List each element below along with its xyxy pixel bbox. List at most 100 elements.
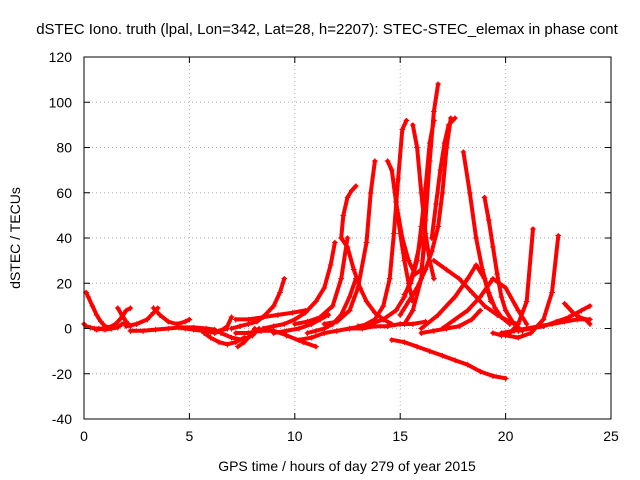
data-point: + [291,315,299,325]
data-point: + [82,288,90,298]
data-point: + [413,343,421,353]
satellite-arc-32: +++++++++ [396,114,454,321]
data-point: + [344,234,352,244]
x-tick-label: 15 [392,428,408,444]
data-point: + [561,318,569,328]
data-point: + [472,234,480,244]
data-point: + [312,343,320,353]
data-point: + [586,320,594,330]
data-point: + [327,261,335,271]
data-point: + [316,313,324,323]
data-point: + [573,315,581,325]
y-tick-label: 20 [56,275,72,291]
y-tick-label: 100 [49,94,73,110]
data-point: + [253,318,261,328]
data-point: + [384,322,392,332]
data-point: + [405,297,413,307]
satellite-arc-17: + + + + + + [270,311,332,339]
data-point: + [399,234,407,244]
series-line [206,315,234,335]
data-point: + [304,318,312,328]
data-point: + [139,327,147,337]
data-point: + [466,189,474,199]
data-point: + [430,107,438,117]
data-point: + [396,320,404,330]
data-point: + [371,157,379,167]
data-point: + [548,288,556,298]
data-point: + [432,200,440,210]
data-point: + [232,338,240,348]
data-point: + [367,189,375,199]
data-point: + [451,293,459,303]
data-point: + [308,320,316,330]
data-point: + [477,306,485,316]
data-point: + [422,216,430,226]
data-point: + [89,302,97,312]
data-point: + [247,331,255,341]
data-point: + [555,232,563,242]
data-point: + [270,302,278,312]
data-point: + [489,275,497,285]
data-point: + [399,125,407,135]
data-point: + [295,336,303,346]
y-tick-label: 0 [64,321,72,337]
data-point: + [363,297,371,307]
data-point: + [333,327,341,337]
data-point: + [529,225,537,235]
data-point: + [527,325,535,335]
series-line [271,312,331,335]
data-point: + [97,318,105,328]
data-point: + [367,320,375,330]
satellite-arc-33: + + + + + + + + + + [388,336,509,384]
data-point: + [143,315,151,325]
data-point: + [489,243,497,253]
y-axis-label: dSTEC / TECUs [7,187,23,289]
data-point: + [498,331,506,341]
data-point: + [502,331,510,341]
data-point: + [451,315,459,325]
data-point: + [439,352,447,362]
data-point: + [409,121,417,131]
data-point: + [234,343,242,353]
data-point: + [354,284,362,294]
data-point: + [401,293,409,303]
data-point: + [405,257,413,267]
data-point: + [354,322,362,332]
data-point: + [150,304,158,314]
data-point: + [238,336,246,346]
data-point: + [428,248,436,258]
data-point: + [552,318,560,328]
data-point: + [152,326,160,336]
data-point: + [401,320,409,330]
data-point: + [363,239,371,249]
data-point: + [464,275,472,285]
data-point: + [186,315,194,325]
series-line [94,306,133,332]
data-point: + [101,326,109,336]
data-point: + [455,275,463,285]
data-point: + [200,329,208,339]
data-point: + [443,144,451,154]
data-point: + [396,311,404,321]
data-point: + [280,275,288,285]
series-line [398,116,453,317]
data-point: + [270,322,278,332]
data-point: + [106,323,114,333]
data-point: + [181,318,189,328]
series-line [151,306,192,326]
data-point: + [576,313,584,323]
data-point: + [468,288,476,298]
data-series-group: +++++++++++++++++++++++++++++ + ++++++ + +++… [80,80,593,384]
data-point: + [211,329,219,339]
data-point: + [426,347,434,357]
data-point: + [337,275,345,285]
data-point: + [276,288,284,298]
data-point: + [436,166,444,176]
data-point: + [510,327,518,337]
data-point: + [498,329,506,339]
data-point: + [472,261,480,271]
data-point: + [447,114,455,124]
data-point: + [118,320,126,330]
series-line [202,331,247,347]
data-point: + [418,223,426,233]
